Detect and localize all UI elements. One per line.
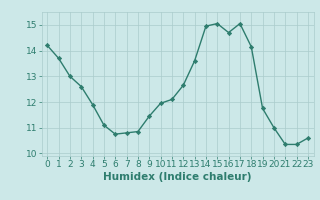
X-axis label: Humidex (Indice chaleur): Humidex (Indice chaleur): [103, 172, 252, 182]
